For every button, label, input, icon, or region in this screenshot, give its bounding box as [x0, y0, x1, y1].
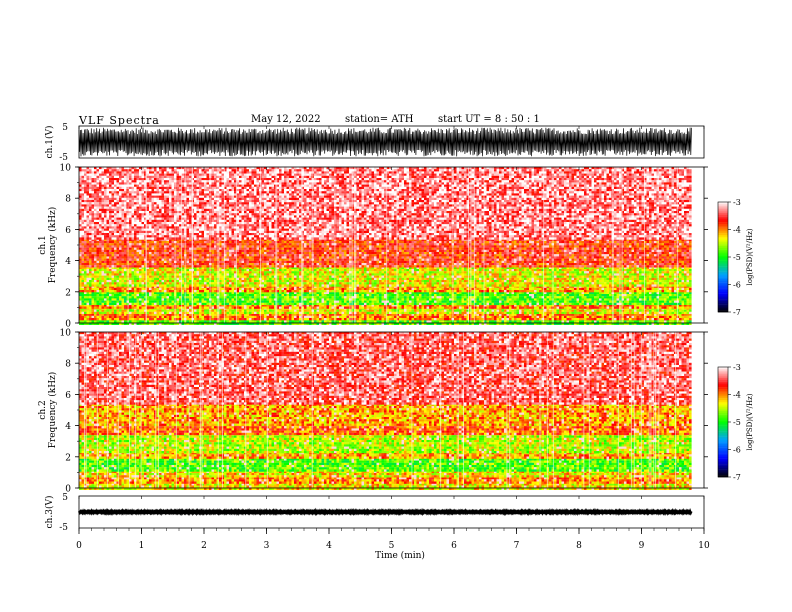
- time-tick-label: 7: [514, 541, 520, 551]
- ch1-ylabel: ch.1(V): [44, 126, 55, 159]
- ch2-spec-ytick-label: 8: [65, 360, 71, 370]
- ch1-spec-colorbar-label: -5: [733, 253, 741, 262]
- ch1-trace: [78, 127, 692, 157]
- ch2-spec-colorbar-label: -5: [733, 418, 741, 427]
- ch1-spec-image: [79, 167, 692, 325]
- ch2-spec-image: [79, 332, 692, 490]
- ch1-spec-colorbar: [718, 202, 728, 313]
- ch3-ylabel: ch.3(V): [44, 496, 55, 529]
- recording-date: May 12, 2022: [251, 114, 321, 125]
- time-tick-label: 0: [76, 541, 82, 551]
- ch1-spec-ytick-label: 10: [60, 164, 72, 174]
- ch1-spec-colorbar-label: -7: [733, 308, 741, 317]
- ch2-spec-colorbar-label: -6: [733, 446, 741, 455]
- ch3-ytick: 5: [62, 493, 68, 503]
- ch2-spec-colorbar: [718, 367, 728, 478]
- ch2-spec-ytick-label: 2: [65, 453, 71, 463]
- time-tick-label: 9: [639, 541, 645, 551]
- time-tick-label: 6: [451, 541, 457, 551]
- time-tick-label: 10: [698, 541, 710, 551]
- start-time-label: start UT = 8 : 50 : 1: [438, 114, 540, 125]
- time-tick-label: 3: [264, 541, 270, 551]
- ch2-spec-ytick-label: 6: [65, 391, 71, 401]
- ch2-spec-ylabel: ch.2Frequency (kHz): [38, 372, 58, 449]
- chart-title: VLF Spectra: [79, 114, 160, 127]
- time-tick-label: 8: [576, 541, 582, 551]
- ch1-spec-colorbar-label: -3: [733, 198, 741, 207]
- time-tick-label: 4: [326, 541, 332, 551]
- ch1-spec-ylabel: ch.1Frequency (kHz): [38, 207, 58, 284]
- time-tick-label: 2: [201, 541, 207, 551]
- ch1-spec-ytick-label: 2: [65, 288, 71, 298]
- ch3-trace: [78, 507, 693, 517]
- ch3-ytick: -5: [59, 523, 68, 533]
- x-axis-label: Time (min): [375, 550, 425, 561]
- station-label: station= ATH: [345, 114, 413, 125]
- ch1-spec-ytick-label: 6: [65, 226, 71, 236]
- ch1-ytick: -5: [59, 153, 68, 163]
- ch1-spec-ytick-label: 0: [65, 320, 71, 330]
- ch2-spec-colorbar-label: -4: [733, 391, 741, 400]
- ch1-spec-colorbar-title: log(PSD)(V²/Hz): [746, 228, 754, 285]
- ch2-spec-colorbar-label: -7: [733, 473, 741, 482]
- ch2-spec-colorbar-label: -3: [733, 363, 741, 372]
- ch2-spec-colorbar-title: log(PSD)(V²/Hz): [746, 393, 754, 450]
- time-tick-label: 5: [389, 541, 395, 551]
- ch1-spec-colorbar-label: -4: [733, 226, 741, 235]
- ch1-ytick: 5: [62, 123, 68, 133]
- time-tick-label: 1: [139, 541, 145, 551]
- ch2-spec-ytick-label: 0: [65, 485, 71, 495]
- ch2-spec-ytick-label: 4: [65, 422, 71, 432]
- ch2-spec-ytick-label: 10: [60, 329, 72, 339]
- ch1-spec-ytick-label: 4: [65, 257, 71, 267]
- ch1-spec-colorbar-label: -6: [733, 281, 741, 290]
- ch1-spec-ytick-label: 8: [65, 195, 71, 205]
